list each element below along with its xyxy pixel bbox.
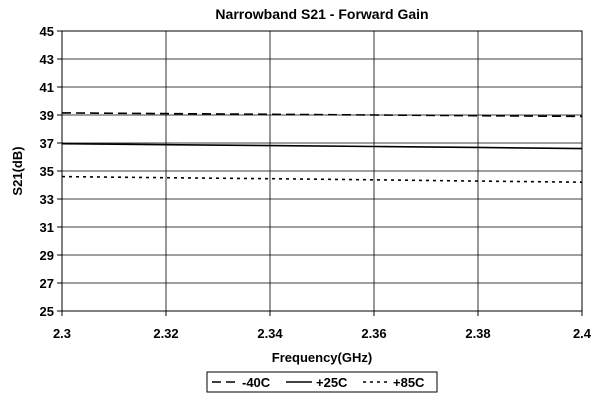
x-tick-label: 2.3 [53, 326, 71, 341]
y-tick-label: 29 [40, 248, 54, 263]
series-layer [61, 112, 583, 183]
legend-box [206, 371, 438, 393]
y-tick-label: 27 [40, 276, 54, 291]
legend-label: +85C [393, 375, 425, 390]
series-line--40C [61, 112, 583, 118]
y-tick-label: 25 [40, 304, 54, 319]
x-axis-label: Frequency(GHz) [272, 350, 372, 365]
y-tick-label: 45 [40, 24, 54, 39]
series-line-+85C [61, 175, 583, 183]
x-tick-label: 2.32 [153, 326, 178, 341]
y-tick-label: 41 [40, 80, 54, 95]
y-tick-labels: 25 27 29 31 33 35 37 39 41 43 45 [40, 24, 62, 319]
legend-label: +25C [316, 375, 348, 390]
x-tick-label: 2.34 [257, 326, 283, 341]
x-tick-label: 2.38 [465, 326, 490, 341]
y-tick-label: 31 [40, 220, 54, 235]
series-line-+25C [61, 142, 583, 150]
x-tick-label: 2.36 [361, 326, 386, 341]
legend: -40C +25C +85C [206, 371, 438, 393]
y-tick-label: 33 [40, 192, 54, 207]
x-tick-label: 2.4 [573, 326, 592, 341]
plot-area [61, 30, 583, 312]
y-tick-label: 37 [40, 136, 54, 151]
y-axis-label: S21(dB) [10, 146, 25, 195]
chart-title: Narrowband S21 - Forward Gain [215, 6, 428, 22]
gridlines [62, 31, 582, 311]
y-tick-label: 35 [40, 164, 54, 179]
y-tick-label: 43 [40, 52, 54, 67]
x-tick-labels: 2.3 2.32 2.34 2.36 2.38 2.4 [53, 311, 592, 341]
legend-label: -40C [242, 375, 271, 390]
y-tick-label: 39 [40, 108, 54, 123]
